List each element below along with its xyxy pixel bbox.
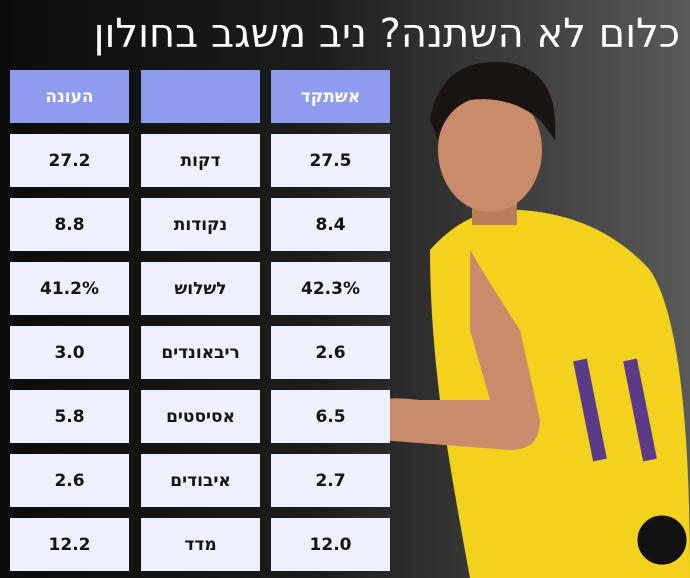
season-value: 12.2 — [10, 518, 129, 571]
team-logo — [634, 512, 690, 568]
jersey-number-shape — [573, 358, 657, 462]
stat-label: מדד — [141, 518, 260, 571]
header-cell: העונה — [10, 70, 129, 123]
last-season-value: 27.5 — [271, 134, 390, 187]
last-season-value: 2.7 — [271, 454, 390, 507]
season-value: 5.8 — [10, 390, 129, 443]
season-value: 3.0 — [10, 326, 129, 379]
header-cell: אשתקד — [271, 70, 390, 123]
last-season-value: 12.0 — [271, 518, 390, 571]
season-value: 27.2 — [10, 134, 129, 187]
title: כלום לא השתנה? ניב משגב בחולון — [93, 11, 680, 57]
last-season-value: 42.3% — [271, 262, 390, 315]
head — [438, 88, 542, 212]
stat-label: איבודים — [141, 454, 260, 507]
header-cell — [141, 70, 260, 123]
arm — [362, 250, 540, 450]
season-value: 41.2% — [10, 262, 129, 315]
stat-label: לשלוש — [141, 262, 260, 315]
last-season-value: 2.6 — [271, 326, 390, 379]
season-value: 2.6 — [10, 454, 129, 507]
last-season-value: 8.4 — [271, 198, 390, 251]
stat-label: ריבאונדים — [141, 326, 260, 379]
stat-label: נקודות — [141, 198, 260, 251]
last-season-value: 6.5 — [271, 390, 390, 443]
season-value: 8.8 — [10, 198, 129, 251]
hair — [430, 61, 556, 140]
stat-label: אסיסטים — [141, 390, 260, 443]
stat-label: דקות — [141, 134, 260, 187]
